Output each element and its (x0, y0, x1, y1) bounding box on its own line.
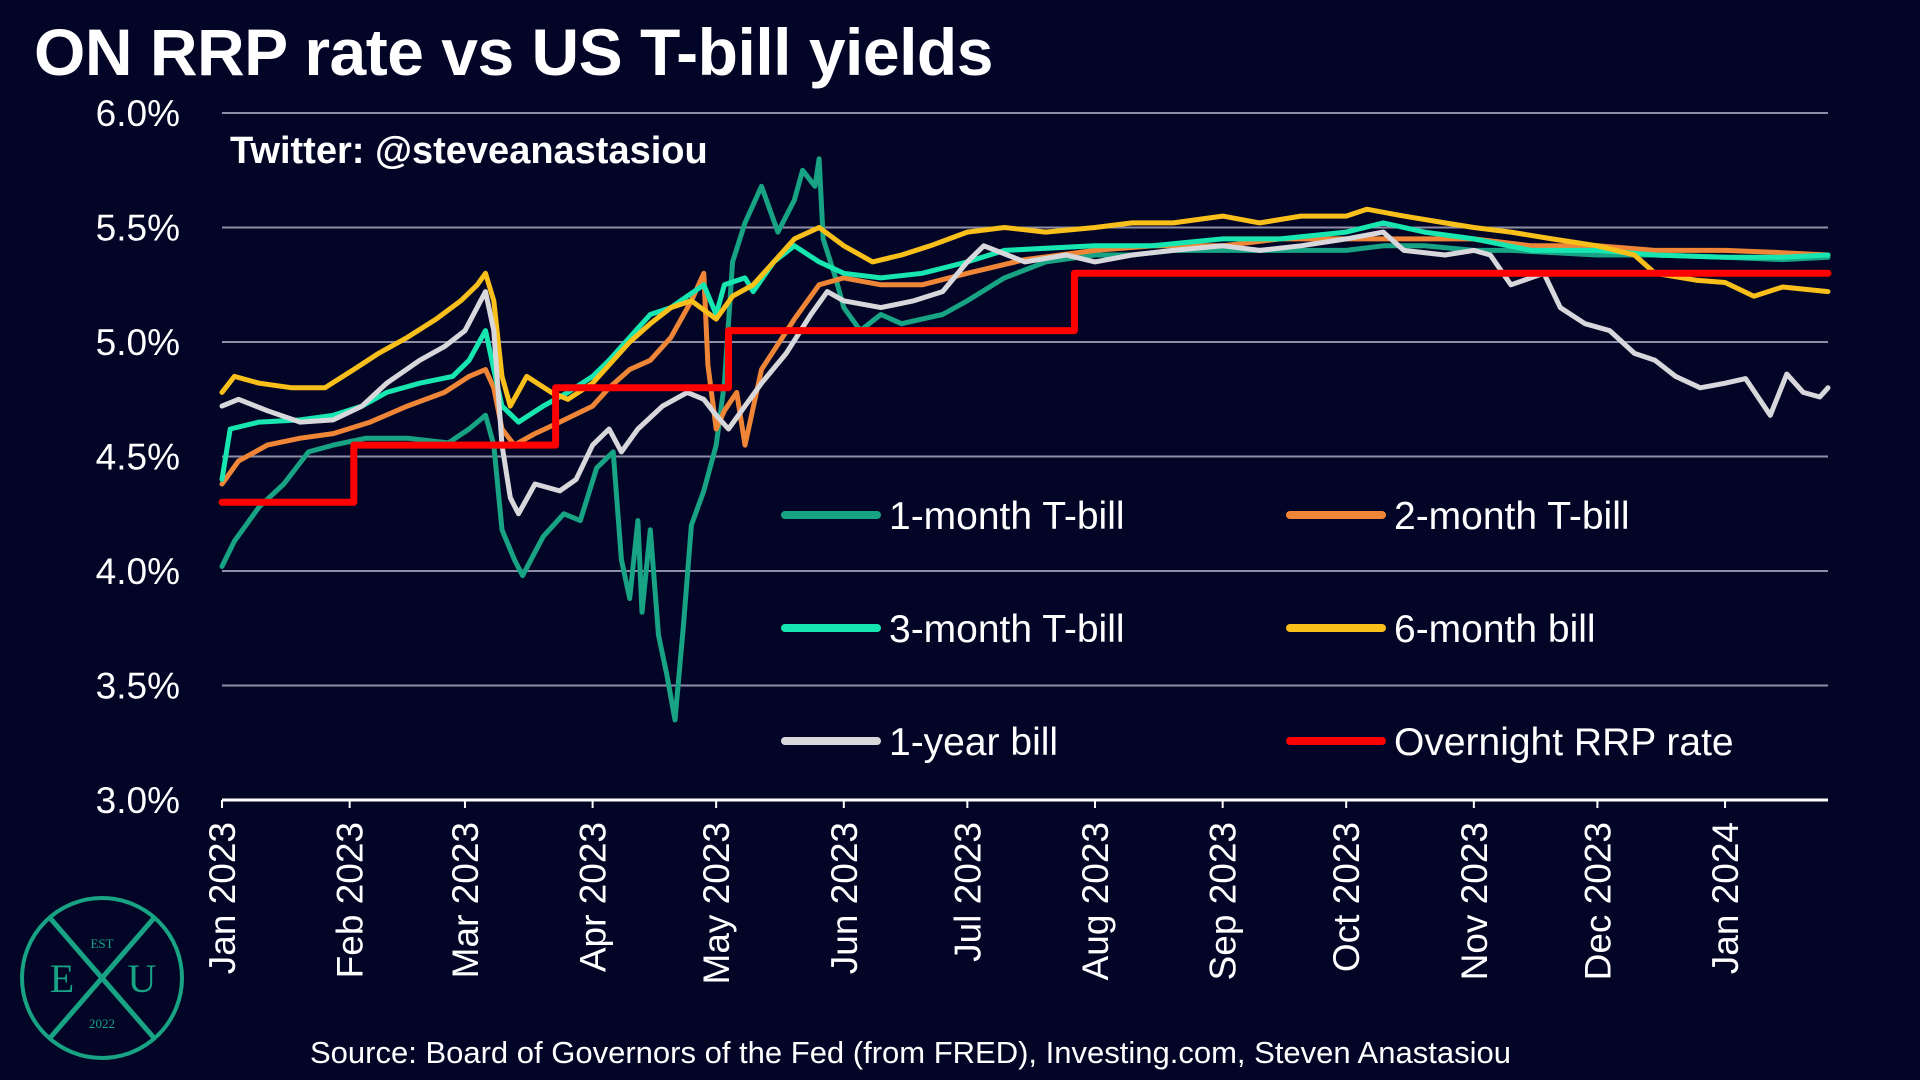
x-tick-label: Mar 2023 (445, 822, 486, 978)
logo-slash-2 (47, 915, 157, 1041)
x-tick-label: Feb 2023 (330, 822, 371, 978)
x-tick-label: Jan 2023 (202, 822, 243, 974)
x-tick-label: Jan 2024 (1705, 822, 1746, 974)
twitter-handle: Twitter: @steveanastasiou (230, 130, 708, 172)
y-tick-label: 5.0% (96, 322, 180, 363)
exu-logo: EST E U 2022 (20, 896, 184, 1060)
y-tick-label: 5.5% (96, 208, 180, 249)
x-axis-ticks: Jan 2023 Feb 2023 Mar 2023 Apr 2023 May 2023… (202, 800, 1746, 985)
y-tick-label: 4.5% (96, 437, 180, 478)
series-line-1-year-bill (219, 229, 1831, 517)
series-line-6-month-bill (219, 206, 1831, 409)
legend-label: 1-year bill (889, 721, 1058, 764)
series-line-overnight-rrp-rate (218, 269, 1832, 506)
legend-label: Overnight RRP rate (1394, 721, 1734, 764)
y-tick-label: 6.0% (96, 93, 180, 134)
y-tick-label: 3.5% (96, 666, 180, 707)
logo-e-letter: E (50, 956, 74, 1001)
legend-label: 2-month T-bill (1394, 495, 1630, 538)
y-tick-label: 3.0% (96, 780, 180, 821)
x-tick-label: Oct 2023 (1326, 822, 1367, 972)
x-tick-label: Nov 2023 (1454, 822, 1495, 980)
legend: 1-month T-bill 2-month T-bill 3-month T-bi… (781, 495, 1734, 764)
logo-est-text: EST (90, 936, 113, 951)
legend-label: 1-month T-bill (889, 495, 1125, 538)
logo-u-letter: U (128, 956, 157, 1001)
x-tick-label: Sep 2023 (1203, 822, 1244, 980)
x-tick-label: Apr 2023 (573, 822, 614, 972)
legend-label: 3-month T-bill (889, 608, 1125, 651)
source-note: Source: Board of Governors of the Fed (f… (310, 1035, 1511, 1070)
series-lines (218, 156, 1832, 723)
x-tick-label: May 2023 (696, 822, 737, 985)
legend-label: 6-month bill (1394, 608, 1596, 651)
logo-year-text: 2022 (89, 1016, 115, 1031)
y-axis-ticks: 6.0% 5.5% 5.0% 4.5% 4.0% 3.5% 3.0% (96, 93, 180, 821)
x-tick-label: Aug 2023 (1075, 822, 1116, 980)
chart-title: ON RRP rate vs US T-bill yields (34, 15, 993, 89)
y-tick-label: 4.0% (96, 551, 180, 592)
series-line-3-month-t-bill (219, 220, 1831, 482)
grid-lines (222, 112, 1828, 802)
x-tick-label: Jul 2023 (947, 822, 988, 962)
logo-ring (20, 896, 184, 1060)
x-tick-label: Jun 2023 (824, 822, 865, 974)
x-tick-label: Dec 2023 (1577, 822, 1618, 980)
